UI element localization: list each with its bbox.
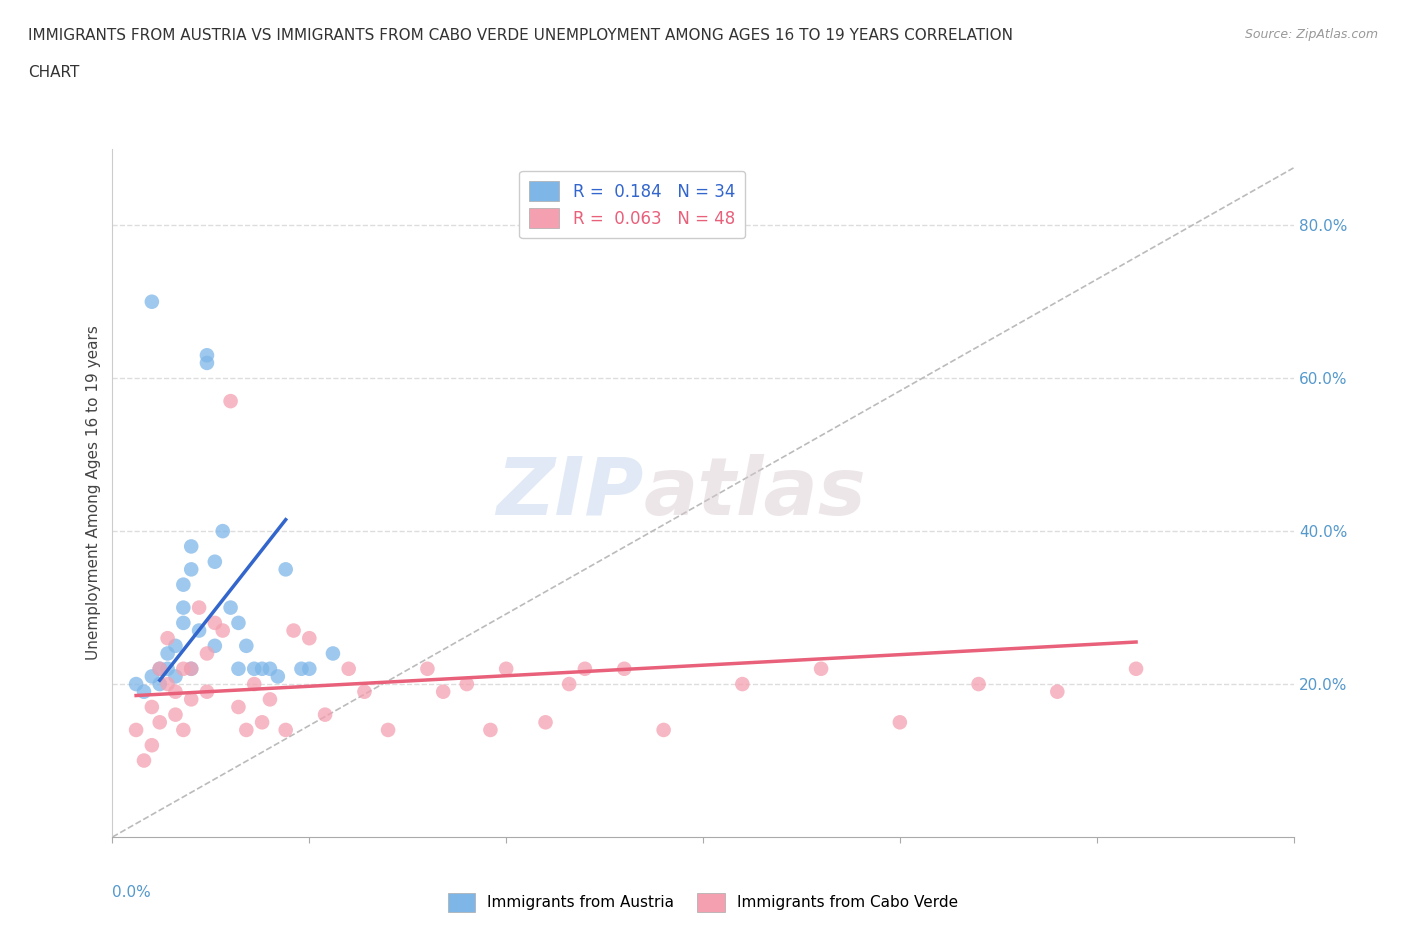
Point (810, 661, 832, 676)
Point (165, 638, 187, 653)
Point (172, 578, 194, 592)
Point (314, 707, 336, 722)
Text: 0.0%: 0.0% (112, 885, 152, 900)
Legend: Immigrants from Austria, Immigrants from Cabo Verde: Immigrants from Austria, Immigrants from… (441, 887, 965, 918)
Point (1046, 684, 1069, 699)
Point (204, 638, 226, 653)
Point (195, 646, 218, 661)
Point (228, 699, 250, 714)
Point (204, 554, 226, 569)
Point (172, 661, 194, 676)
Point (432, 684, 454, 699)
Point (156, 677, 179, 692)
Point (889, 715, 911, 730)
Legend: R =  0.184   N = 34, R =  0.063   N = 48: R = 0.184 N = 34, R = 0.063 N = 48 (519, 171, 745, 238)
Point (235, 723, 257, 737)
Point (180, 562, 202, 577)
Point (172, 723, 194, 737)
Point (132, 684, 155, 699)
Point (156, 631, 179, 645)
Point (267, 669, 290, 684)
Point (228, 661, 250, 676)
Point (456, 677, 478, 692)
Point (141, 669, 163, 684)
Point (149, 715, 172, 730)
Point (141, 737, 163, 752)
Point (574, 661, 596, 676)
Point (250, 661, 273, 676)
Point (195, 684, 218, 699)
Point (180, 539, 202, 554)
Point (1125, 661, 1147, 676)
Point (180, 661, 202, 676)
Point (495, 661, 517, 676)
Point (165, 669, 187, 684)
Point (141, 294, 163, 309)
Point (558, 677, 581, 692)
Point (211, 623, 233, 638)
Point (180, 661, 202, 676)
Point (298, 661, 321, 676)
Point (259, 661, 281, 676)
Point (243, 661, 266, 676)
Point (195, 348, 218, 363)
Point (298, 631, 321, 645)
Point (731, 677, 754, 692)
Point (149, 677, 172, 692)
Point (250, 715, 273, 730)
Point (188, 600, 211, 615)
Point (479, 723, 502, 737)
Point (283, 623, 305, 638)
Point (290, 661, 312, 676)
Point (125, 677, 148, 692)
Point (337, 661, 360, 676)
Point (652, 723, 675, 737)
Y-axis label: Unemployment Among Ages 16 to 19 years: Unemployment Among Ages 16 to 19 years (86, 326, 101, 660)
Point (353, 684, 375, 699)
Point (172, 600, 194, 615)
Point (141, 699, 163, 714)
Text: ZIP: ZIP (496, 454, 644, 532)
Point (322, 646, 344, 661)
Point (149, 661, 172, 676)
Point (259, 692, 281, 707)
Point (274, 723, 297, 737)
Point (180, 692, 202, 707)
Point (243, 677, 266, 692)
Text: Source: ZipAtlas.com: Source: ZipAtlas.com (1244, 28, 1378, 41)
Point (219, 393, 242, 408)
Text: IMMIGRANTS FROM AUSTRIA VS IMMIGRANTS FROM CABO VERDE UNEMPLOYMENT AMONG AGES 16: IMMIGRANTS FROM AUSTRIA VS IMMIGRANTS FR… (28, 28, 1014, 43)
Point (156, 646, 179, 661)
Point (204, 616, 226, 631)
Point (195, 355, 218, 370)
Text: atlas: atlas (644, 454, 866, 532)
Point (132, 753, 155, 768)
Point (235, 638, 257, 653)
Point (188, 623, 211, 638)
Point (211, 524, 233, 538)
Point (416, 661, 439, 676)
Point (377, 723, 399, 737)
Point (967, 677, 990, 692)
Point (125, 723, 148, 737)
Point (172, 616, 194, 631)
Point (534, 715, 557, 730)
Point (149, 661, 172, 676)
Point (165, 684, 187, 699)
Point (228, 616, 250, 631)
Point (156, 661, 179, 676)
Point (613, 661, 636, 676)
Point (274, 562, 297, 577)
Point (165, 707, 187, 722)
Text: CHART: CHART (28, 65, 80, 80)
Point (219, 600, 242, 615)
